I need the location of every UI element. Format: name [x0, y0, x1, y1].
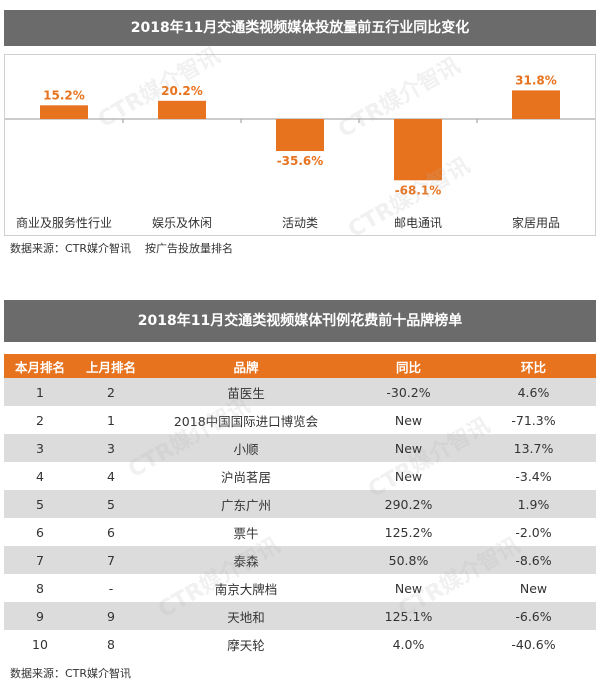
- chart-title-banner: 2018年11月交通类视频媒体投放量前五行业同比变化: [4, 10, 596, 46]
- table-row: 4 4 沪尚茗居 New -3.4%: [4, 462, 596, 490]
- table-source-note: 数据来源：CTR媒介智讯: [10, 667, 132, 680]
- cell-current-rank: 9: [4, 602, 76, 630]
- cell-previous-rank: 6: [76, 518, 146, 546]
- category-label: 邮电通讯: [394, 216, 442, 230]
- cell-mom: New: [471, 574, 596, 602]
- table-row: 3 3 小顺 New 13.7%: [4, 434, 596, 462]
- cell-mom: -3.4%: [471, 462, 596, 490]
- chart-source-note: 数据来源：CTR媒介智讯 按广告投放量排名: [10, 240, 247, 256]
- cell-mom: 1.9%: [471, 490, 596, 518]
- cell-mom: 13.7%: [471, 434, 596, 462]
- cell-yoy: New: [346, 462, 471, 490]
- cell-current-rank: 3: [4, 434, 76, 462]
- cell-mom: -40.6%: [471, 630, 596, 658]
- cell-previous-rank: 1: [76, 406, 146, 434]
- table-row: 5 5 广东广州 290.2% 1.9%: [4, 490, 596, 518]
- bar-chart: 15.2% 商业及服务性行业 20.2% 娱乐及休闲 -35.6% 活动类 -68.1% 邮电…: [5, 73, 595, 230]
- chart-ranking-note: 按广告投放量排名: [145, 242, 234, 255]
- category-label: 商业及服务性行业: [16, 215, 112, 230]
- table-header-row: 本月排名 上月排名 品牌 同比 环比: [4, 354, 596, 378]
- cell-yoy: New: [346, 434, 471, 462]
- cell-previous-rank: 7: [76, 546, 146, 574]
- brand-ranking-table: 本月排名 上月排名 品牌 同比 环比 1 2 苗医生 -30.2% 4.6% 2 1 2018…: [4, 354, 596, 658]
- cell-yoy: 125.2%: [346, 518, 471, 546]
- cell-mom: 4.6%: [471, 378, 596, 406]
- bar-5: [512, 90, 560, 119]
- header-yoy: 同比: [346, 354, 471, 378]
- bar-value-label: -35.6%: [277, 154, 324, 168]
- cell-mom: -71.3%: [471, 406, 596, 434]
- cell-mom: -6.6%: [471, 602, 596, 630]
- cell-previous-rank: 8: [76, 630, 146, 658]
- table-row: 1 2 苗医生 -30.2% 4.6%: [4, 378, 596, 406]
- cell-brand: 2018中国国际进口博览会: [146, 406, 346, 434]
- cell-yoy: 290.2%: [346, 490, 471, 518]
- cell-brand: 票牛: [146, 518, 346, 546]
- table-row: 2 1 2018中国国际进口博览会 New -71.3%: [4, 406, 596, 434]
- cell-brand: 南京大牌档: [146, 574, 346, 602]
- cell-previous-rank: 9: [76, 602, 146, 630]
- table-row: 6 6 票牛 125.2% -2.0%: [4, 518, 596, 546]
- category-label: 家居用品: [512, 215, 560, 230]
- cell-yoy: 125.1%: [346, 602, 471, 630]
- cell-brand: 泰森: [146, 546, 346, 574]
- header-brand: 品牌: [146, 354, 346, 378]
- bar-1: [40, 105, 88, 119]
- bar-4: [394, 119, 442, 181]
- cell-brand: 小顺: [146, 434, 346, 462]
- category-label: 娱乐及休闲: [152, 216, 212, 230]
- cell-current-rank: 5: [4, 490, 76, 518]
- table-row: 7 7 泰森 50.8% -8.6%: [4, 546, 596, 574]
- bar-value-label: -68.1%: [395, 183, 442, 197]
- cell-previous-rank: 2: [76, 378, 146, 406]
- bar-value-label: 20.2%: [161, 84, 203, 98]
- cell-brand: 沪尚茗居: [146, 462, 346, 490]
- header-mom: 环比: [471, 354, 596, 378]
- table-row: 8- 南京大牌档 New New: [4, 574, 596, 602]
- bar-value-label: 15.2%: [43, 88, 85, 102]
- table-row: 10 8 摩天轮 4.0% -40.6%: [4, 630, 596, 658]
- bar-chart-panel: 15.2% 商业及服务性行业 20.2% 娱乐及休闲 -35.6% 活动类 -68.1% 邮电…: [4, 54, 596, 236]
- cell-mom: -8.6%: [471, 546, 596, 574]
- cell-current-rank: 1: [4, 378, 76, 406]
- cell-yoy: 50.8%: [346, 546, 471, 574]
- cell-yoy: -30.2%: [346, 378, 471, 406]
- cell-previous-rank: 4: [76, 462, 146, 490]
- cell-current-rank: 8: [4, 574, 76, 602]
- cell-current-rank: 6: [4, 518, 76, 546]
- cell-previous-rank: 5: [76, 490, 146, 518]
- cell-current-rank: 4: [4, 462, 76, 490]
- cell-current-rank: 10: [4, 630, 76, 658]
- cell-mom: -2.0%: [471, 518, 596, 546]
- header-previous-rank: 上月排名: [76, 354, 146, 378]
- table-row: 9 9 天地和 125.1% -6.6%: [4, 602, 596, 630]
- cell-current-rank: 2: [4, 406, 76, 434]
- cell-previous-rank: 3: [76, 434, 146, 462]
- cell-brand: 摩天轮: [146, 630, 346, 658]
- cell-yoy: New: [346, 574, 471, 602]
- cell-yoy: 4.0%: [346, 630, 471, 658]
- cell-yoy: New: [346, 406, 471, 434]
- cell-previous-rank: -: [76, 574, 146, 602]
- cell-current-rank: 7: [4, 546, 76, 574]
- chart-source-text: 数据来源：CTR媒介智讯: [10, 242, 132, 255]
- cell-brand: 广东广州: [146, 490, 346, 518]
- cell-brand: 天地和: [146, 602, 346, 630]
- cell-brand: 苗医生: [146, 378, 346, 406]
- header-current-rank: 本月排名: [4, 354, 76, 378]
- bar-2: [158, 100, 206, 119]
- table-title-banner: 2018年11月交通类视频媒体刊例花费前十品牌榜单: [4, 300, 596, 342]
- bar-3: [276, 119, 324, 152]
- category-label: 活动类: [282, 216, 318, 230]
- bar-value-label: 31.8%: [515, 73, 557, 87]
